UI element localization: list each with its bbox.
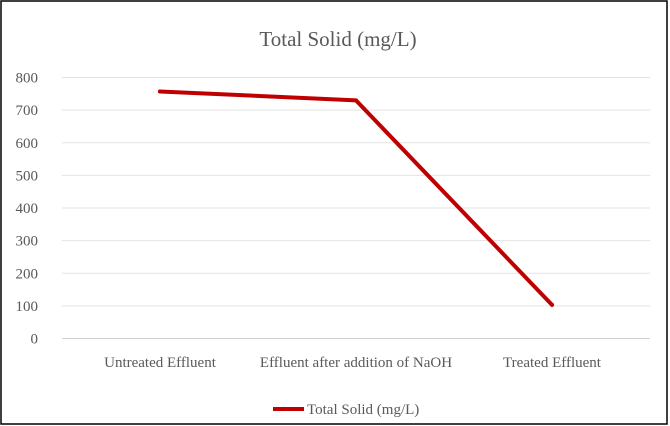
y-tick-label-200: 200 [16, 266, 39, 282]
legend-label-total-solid: Total Solid (mg/L) [307, 402, 419, 418]
data-point-0 [158, 89, 162, 94]
chart-title: Total Solid (mg/L) [259, 27, 416, 51]
legend: Total Solid (mg/L) [273, 402, 419, 418]
y-tick-label-700: 700 [16, 103, 39, 119]
data-point-1 [354, 98, 358, 103]
y-tick-label-500: 500 [16, 168, 39, 184]
gridlines [62, 77, 650, 339]
y-axis-tick-labels: 0 100 200 300 400 500 600 700 800 [16, 71, 39, 348]
y-tick-label-100: 100 [16, 299, 39, 315]
y-tick-label-600: 600 [16, 136, 39, 152]
series-layer [158, 89, 554, 307]
y-tick-label-0: 0 [31, 332, 39, 348]
data-point-2 [550, 302, 554, 307]
y-tick-label-400: 400 [16, 201, 39, 217]
x-axis-category-labels: Untreated Effluent Effluent after additio… [104, 355, 602, 371]
x-category-label-1: Effluent after addition of NaOH [260, 355, 452, 371]
y-tick-label-800: 800 [16, 71, 39, 87]
y-tick-label-300: 300 [16, 234, 39, 250]
x-category-label-2: Treated Effluent [503, 355, 602, 371]
x-category-label-0: Untreated Effluent [104, 355, 217, 371]
